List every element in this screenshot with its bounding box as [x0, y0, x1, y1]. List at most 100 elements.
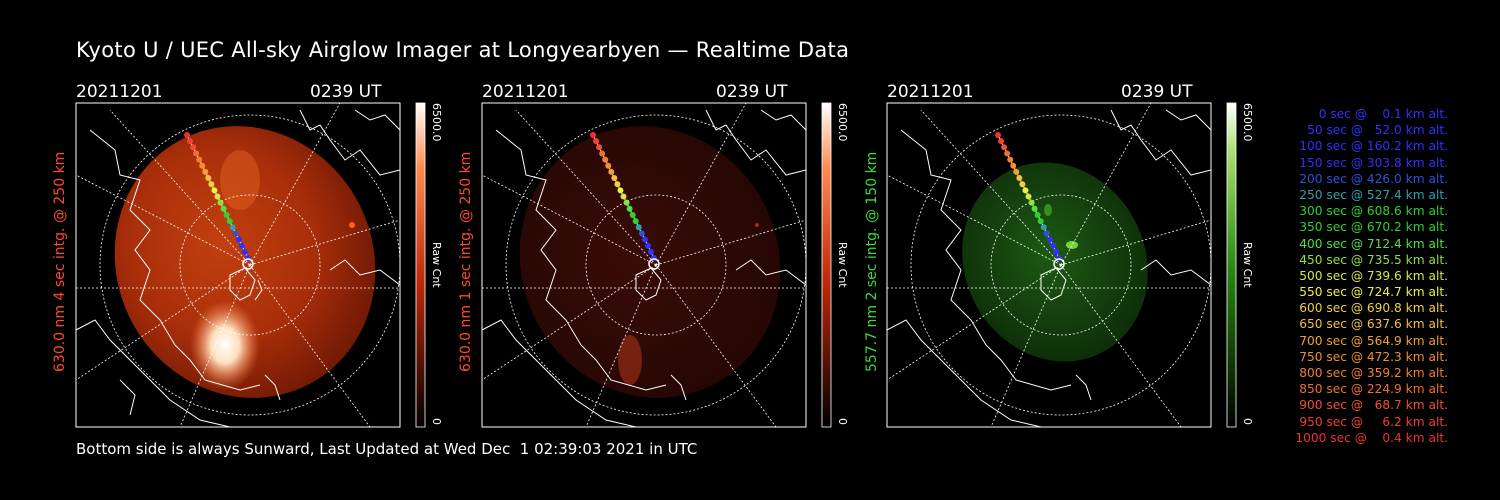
- track-point: [599, 150, 606, 157]
- track-point: [217, 199, 224, 206]
- track-point: [641, 236, 648, 243]
- track-point: [1016, 175, 1023, 182]
- panel2-satellite-track: [590, 132, 660, 270]
- legend-row: 800 sec @ 359.2 km alt.: [1299, 366, 1448, 380]
- track-point: [208, 181, 215, 188]
- track-point: [193, 150, 200, 157]
- track-point: [998, 138, 1005, 145]
- track-point: [1046, 236, 1053, 243]
- track-point: [644, 242, 651, 249]
- track-point: [608, 168, 615, 175]
- track-point: [602, 156, 609, 163]
- track-point: [190, 144, 197, 151]
- track-point: [1052, 248, 1059, 255]
- panel1-grid: [76, 103, 400, 427]
- track-point: [238, 242, 245, 249]
- legend-row: 850 sec @ 224.9 km alt.: [1299, 382, 1448, 397]
- track-point: [1001, 144, 1008, 151]
- panel2-date: 20211201: [482, 82, 569, 102]
- track-point: [605, 162, 612, 169]
- track-point: [205, 175, 212, 182]
- track-point: [1019, 181, 1026, 188]
- track-point: [226, 218, 233, 225]
- track-point: [232, 230, 239, 237]
- track-point: [647, 248, 654, 255]
- track-point: [229, 224, 236, 231]
- panel1-date: 20211201: [76, 82, 163, 102]
- legend-row: 250 sec @ 527.4 km alt.: [1299, 187, 1448, 202]
- legend-row: 750 sec @ 472.3 km alt.: [1299, 349, 1448, 364]
- track-point: [1034, 211, 1041, 218]
- track-point: [1031, 205, 1038, 212]
- legend-row: 500 sec @ 739.6 km alt.: [1299, 268, 1448, 283]
- track-point: [1007, 156, 1014, 163]
- legend-row: 650 sec @ 637.6 km alt.: [1299, 317, 1448, 332]
- track-point: [241, 248, 248, 255]
- panel1-time: 0239 UT: [310, 82, 382, 102]
- track-point: [614, 181, 621, 188]
- legend-row: 400 sec @ 712.4 km alt.: [1299, 236, 1448, 251]
- track-point: [626, 205, 633, 212]
- track-point: [635, 224, 642, 231]
- legend-row: 50 sec @ 52.0 km alt.: [1307, 123, 1448, 138]
- track-point: [196, 156, 203, 163]
- track-legend: 0 sec @ 0.1 km alt. 50 sec @ 52.0 km alt.…: [1258, 106, 1448, 446]
- track-point: [1028, 199, 1035, 206]
- legend-row: 0 sec @ 0.1 km alt.: [1318, 107, 1448, 121]
- panel1-satellite-track: [184, 132, 254, 270]
- track-point: [235, 236, 242, 243]
- legend-row: 100 sec @ 160.2 km alt.: [1299, 139, 1448, 154]
- track-point: [199, 162, 206, 169]
- panel3-date: 20211201: [887, 82, 974, 102]
- track-point: [1004, 150, 1011, 157]
- panel3-satellite-track: [995, 132, 1065, 270]
- track-point: [590, 132, 596, 138]
- legend-row: 550 sec @ 724.7 km alt.: [1299, 285, 1448, 300]
- track-point: [202, 168, 209, 175]
- track-point: [1013, 168, 1020, 175]
- legend-row: 200 sec @ 426.0 km alt.: [1299, 171, 1448, 186]
- footer-note: Bottom side is always Sunward, Last Upda…: [76, 440, 698, 458]
- track-point: [1010, 162, 1017, 169]
- track-point: [214, 193, 221, 200]
- track-point: [617, 187, 624, 194]
- track-point: [1049, 242, 1056, 249]
- track-point: [187, 138, 194, 145]
- track-point: [1022, 187, 1029, 194]
- track-point: [1043, 230, 1050, 237]
- page-title: Kyoto U / UEC All-sky Airglow Imager at …: [76, 38, 850, 62]
- panel2-colorbar: [821, 102, 832, 428]
- track-point: [223, 211, 230, 218]
- legend-row: 700 sec @ 564.9 km alt.: [1299, 333, 1448, 348]
- track-point: [1037, 218, 1044, 225]
- panel3-time: 0239 UT: [1121, 82, 1193, 102]
- panel3-colorbar: [1226, 102, 1237, 428]
- legend-row: 350 sec @ 670.2 km alt.: [1299, 220, 1448, 235]
- track-point: [220, 205, 227, 212]
- track-point: [211, 187, 218, 194]
- legend-row: 450 sec @ 735.5 km alt.: [1299, 252, 1448, 267]
- track-point: [629, 211, 636, 218]
- track-point: [1025, 193, 1032, 200]
- legend-row: 900 sec @ 68.7 km alt.: [1299, 398, 1448, 413]
- legend-row: 1000 sec @ 0.4 km alt.: [1295, 430, 1448, 445]
- legend-row: 600 sec @ 690.8 km alt.: [1299, 301, 1448, 316]
- track-point: [638, 230, 645, 237]
- track-point: [623, 199, 630, 206]
- legend-row: 300 sec @ 608.6 km alt.: [1299, 204, 1448, 219]
- track-end-marker: [242, 258, 254, 270]
- track-point: [596, 144, 603, 151]
- track-point: [611, 175, 618, 182]
- legend-row: 950 sec @ 6.2 km alt.: [1299, 414, 1448, 429]
- track-end-marker: [648, 258, 660, 270]
- panel2-grid: [482, 103, 806, 427]
- track-point: [632, 218, 639, 225]
- legend-row: 150 sec @ 303.8 km alt.: [1299, 155, 1448, 170]
- panel3-grid: [887, 103, 1211, 427]
- track-end-marker: [1053, 258, 1065, 270]
- track-point: [620, 193, 627, 200]
- track-point: [184, 132, 190, 138]
- track-point: [593, 138, 600, 145]
- track-point: [995, 132, 1001, 138]
